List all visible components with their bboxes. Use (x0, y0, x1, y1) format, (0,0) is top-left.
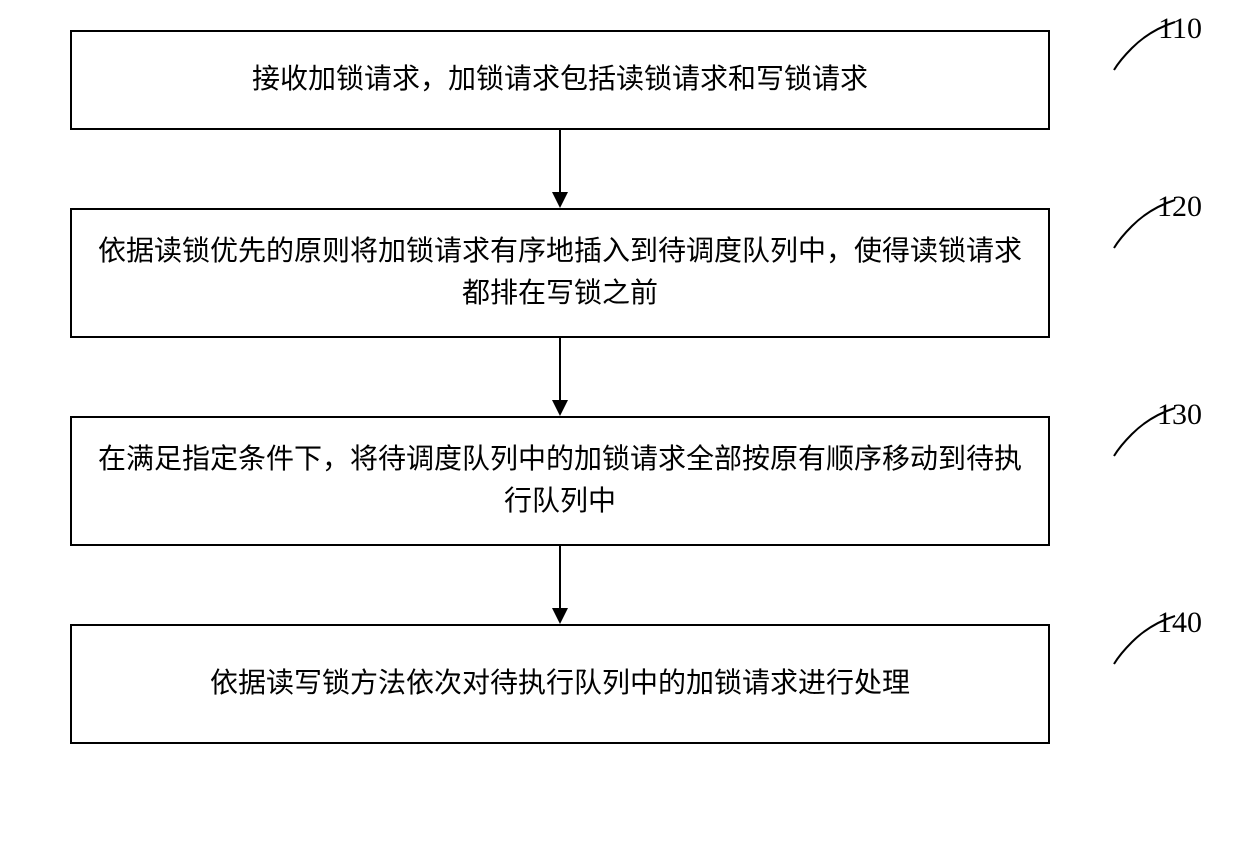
flow-arrow (70, 546, 1050, 624)
flow-node-text: 在满足指定条件下，将待调度队列中的加锁请求全部按原有顺序移动到待执行队列中 (92, 439, 1028, 523)
flow-node-text: 依据读写锁方法依次对待执行队列中的加锁请求进行处理 (210, 663, 910, 705)
flow-step: 在满足指定条件下，将待调度队列中的加锁请求全部按原有顺序移动到待执行队列中 13… (70, 416, 1130, 546)
flow-arrow (70, 338, 1050, 416)
flow-node-label: 110 (1158, 12, 1202, 46)
flow-step: 依据读写锁方法依次对待执行队列中的加锁请求进行处理 140 (70, 624, 1130, 744)
flow-node-text: 依据读锁优先的原则将加锁请求有序地插入到待调度队列中，使得读锁请求都排在写锁之前 (92, 231, 1028, 315)
flow-node-label: 140 (1157, 606, 1202, 640)
flow-node-text: 接收加锁请求，加锁请求包括读锁请求和写锁请求 (252, 59, 868, 101)
flow-node-120: 依据读锁优先的原则将加锁请求有序地插入到待调度队列中，使得读锁请求都排在写锁之前 (70, 208, 1050, 338)
flow-step: 依据读锁优先的原则将加锁请求有序地插入到待调度队列中，使得读锁请求都排在写锁之前… (70, 208, 1130, 338)
flowchart-container: 接收加锁请求，加锁请求包括读锁请求和写锁请求 110 依据读锁优先的原则将加锁请… (70, 30, 1130, 744)
flow-node-130: 在满足指定条件下，将待调度队列中的加锁请求全部按原有顺序移动到待执行队列中 (70, 416, 1050, 546)
flow-step: 接收加锁请求，加锁请求包括读锁请求和写锁请求 110 (70, 30, 1130, 130)
flow-arrow (70, 130, 1050, 208)
flow-node-label: 130 (1157, 398, 1202, 432)
flow-node-label: 120 (1157, 190, 1202, 224)
flow-node-140: 依据读写锁方法依次对待执行队列中的加锁请求进行处理 (70, 624, 1050, 744)
flow-node-110: 接收加锁请求，加锁请求包括读锁请求和写锁请求 (70, 30, 1050, 130)
